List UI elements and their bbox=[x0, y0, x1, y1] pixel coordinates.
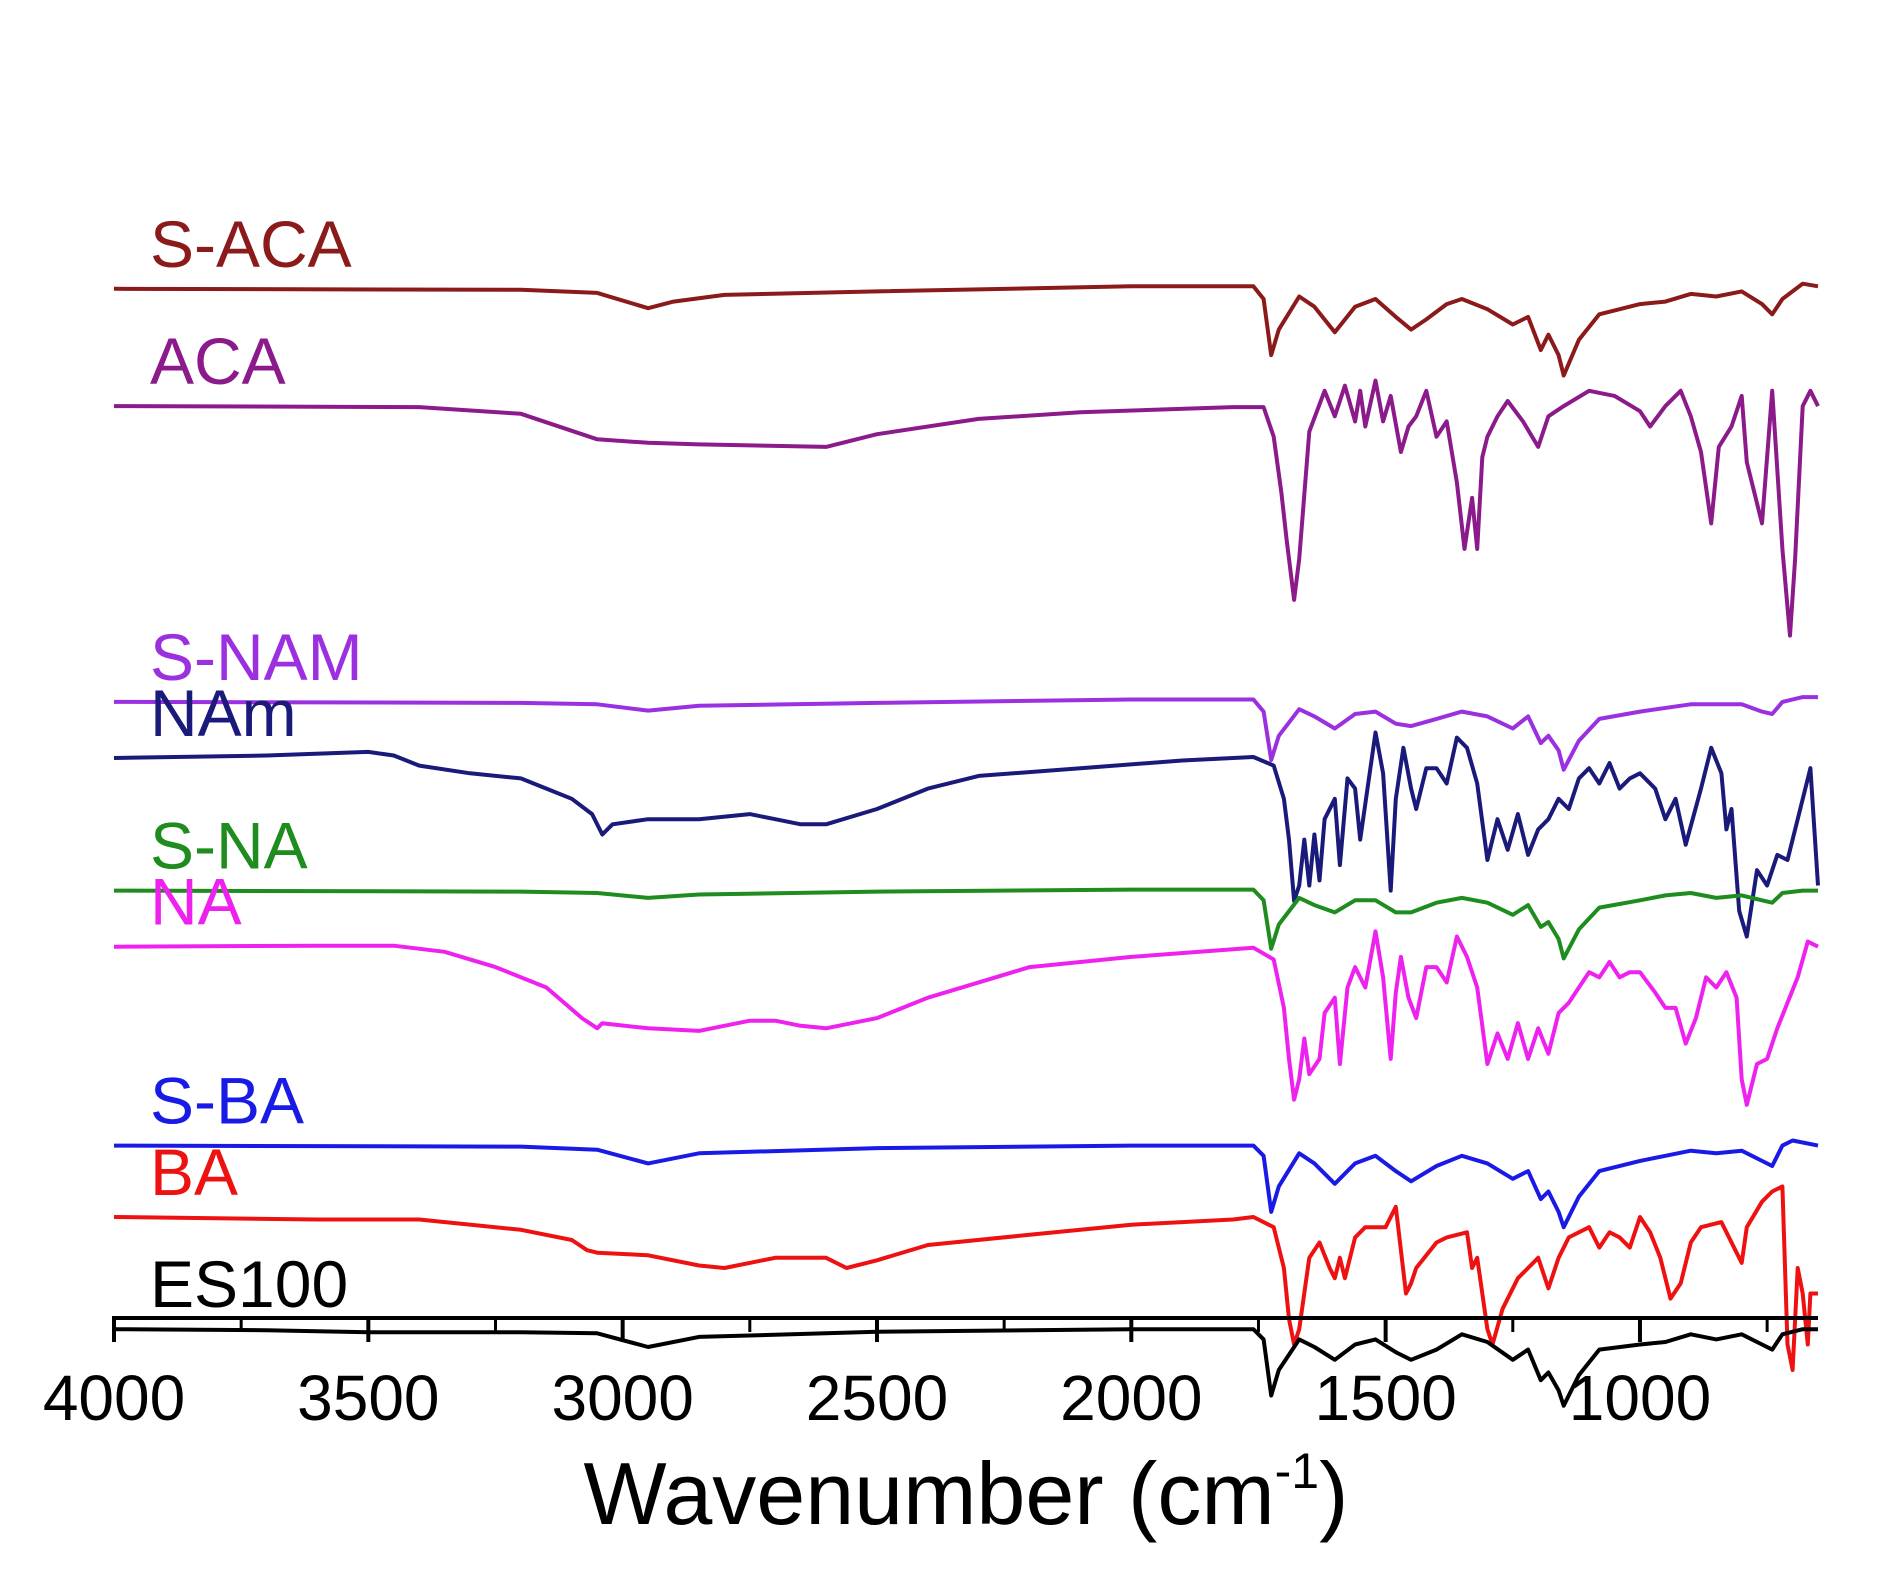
x-tick-label-3000: 3000 bbox=[551, 1362, 693, 1434]
series-line-s-ba bbox=[113, 1138, 1819, 1230]
x-axis-title-superscript: -1 bbox=[1275, 1443, 1319, 1499]
x-axis-title-close: ) bbox=[1319, 1444, 1348, 1543]
series-label-nam: NAm bbox=[150, 676, 297, 750]
series-label-es100: ES100 bbox=[150, 1247, 348, 1321]
x-tick-label-2000: 2000 bbox=[1060, 1362, 1202, 1434]
series-line-s-na bbox=[113, 887, 1818, 961]
series-label-na: NA bbox=[150, 865, 242, 939]
series-line-aca bbox=[113, 378, 1820, 638]
x-axis-title-text: Wavenumber (cm bbox=[584, 1444, 1275, 1543]
x-axis: 4000 3500 3000 2500 2000 1500 1000 bbox=[43, 1316, 1818, 1434]
series-line-s-nam bbox=[113, 695, 1818, 772]
x-tick-label-1000: 1000 bbox=[1569, 1362, 1711, 1434]
x-axis-title: Wavenumber (cm-1) bbox=[584, 1443, 1349, 1543]
x-tick-label-2500: 2500 bbox=[806, 1362, 948, 1434]
series-group bbox=[113, 281, 1820, 1408]
series-line-nam bbox=[113, 730, 1820, 939]
series-label-s-aca: S-ACA bbox=[150, 207, 352, 281]
series-line-ba bbox=[113, 1184, 1818, 1372]
series-line-s-aca bbox=[113, 281, 1819, 378]
x-tick-label-3500: 3500 bbox=[297, 1362, 439, 1434]
x-axis-ticks: 4000 3500 3000 2500 2000 1500 1000 bbox=[43, 1318, 1769, 1434]
x-tick-label-1500: 1500 bbox=[1314, 1362, 1456, 1434]
series-label-aca: ACA bbox=[150, 324, 286, 398]
series-line-na bbox=[113, 929, 1819, 1107]
series-label-s-ba: S-BA bbox=[150, 1064, 304, 1138]
series-label-s-na: S-NA bbox=[150, 809, 308, 883]
series-label-ba: BA bbox=[150, 1135, 238, 1209]
series-label-s-nam: S-NAM bbox=[150, 620, 363, 694]
x-tick-label-4000: 4000 bbox=[43, 1362, 185, 1434]
series-line-es100 bbox=[113, 1327, 1818, 1408]
